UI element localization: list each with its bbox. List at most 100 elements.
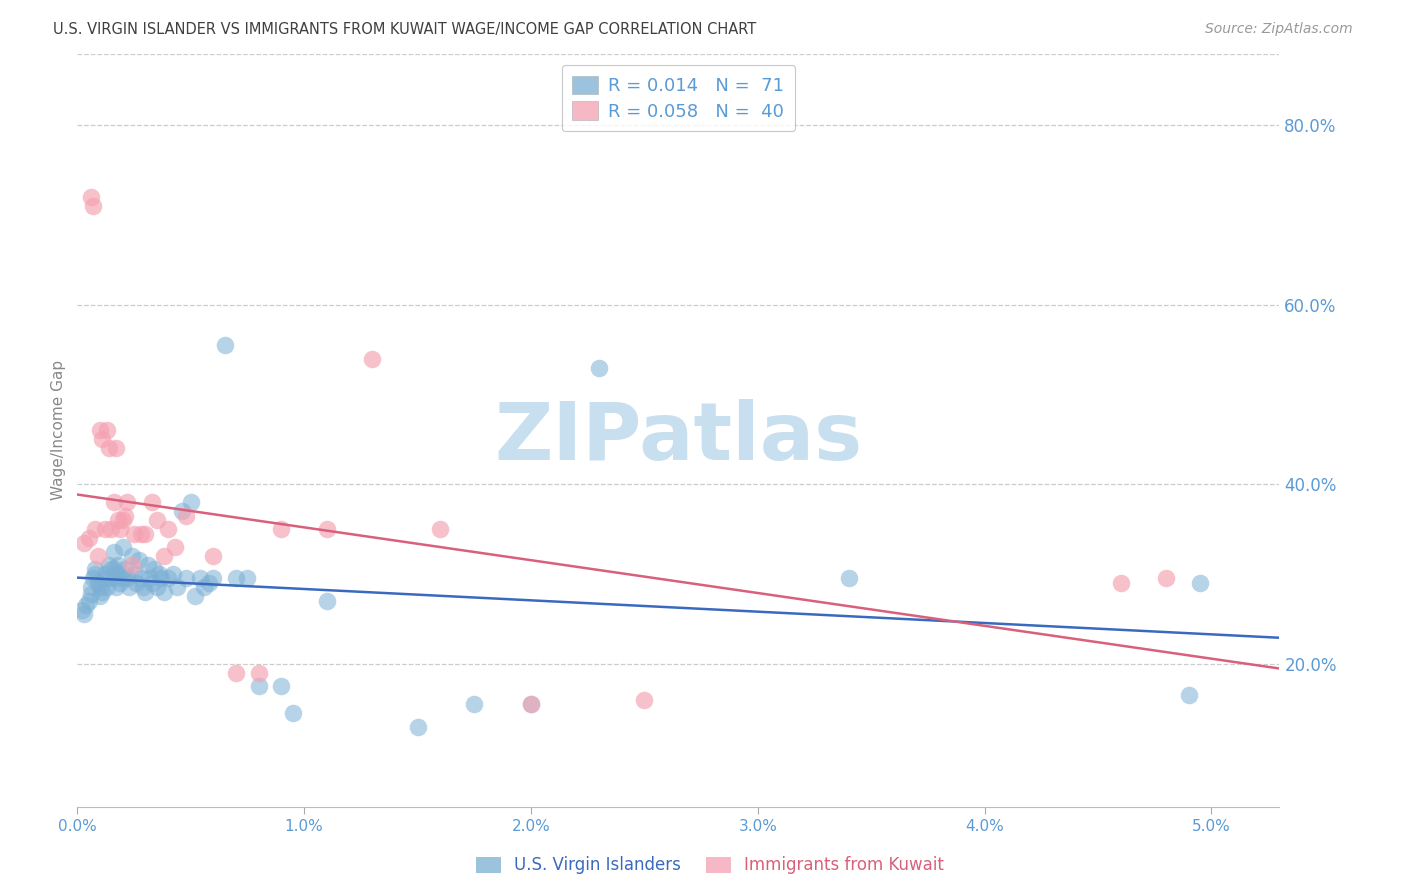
Point (633, 692, 655, 706)
Point (91, 585, 114, 599)
Point (110, 576, 132, 591)
Point (121, 558, 143, 572)
Point (170, 504, 193, 518)
Point (152, 585, 174, 599)
Point (91, 433, 114, 447)
Point (107, 513, 129, 527)
Point (236, 571, 259, 585)
Point (104, 581, 127, 595)
Point (75, 599, 97, 613)
Point (98, 558, 121, 572)
Point (103, 544, 125, 558)
Point (93, 566, 115, 581)
Point (122, 566, 145, 581)
Point (270, 522, 292, 536)
Point (77, 531, 100, 545)
Point (270, 679, 292, 693)
Point (84, 566, 107, 581)
Point (70, 603, 93, 617)
Point (139, 571, 162, 585)
Point (463, 697, 485, 711)
Point (281, 706, 304, 720)
Point (115, 571, 138, 585)
Point (104, 442, 127, 456)
Point (520, 697, 543, 711)
Point (166, 581, 188, 595)
Point (134, 526, 156, 541)
Point (84, 522, 107, 536)
Point (98, 442, 121, 456)
Point (184, 590, 207, 604)
Point (225, 665, 247, 680)
Point (100, 522, 122, 536)
Point (152, 549, 174, 563)
Point (87, 549, 110, 563)
Point (107, 558, 129, 572)
Point (87, 576, 110, 591)
Point (1177, 688, 1199, 702)
Point (128, 553, 150, 567)
Point (82, 571, 104, 585)
Point (96, 581, 118, 595)
Point (82, 199, 104, 213)
Point (315, 522, 337, 536)
Point (588, 360, 610, 375)
Point (100, 571, 122, 585)
Point (225, 571, 247, 585)
Point (111, 571, 134, 585)
Point (96, 424, 118, 438)
Point (1189, 576, 1212, 591)
Point (180, 495, 202, 509)
Point (163, 540, 186, 554)
Point (315, 594, 337, 608)
Point (80, 581, 103, 595)
Point (114, 562, 136, 576)
Text: Source: ZipAtlas.com: Source: ZipAtlas.com (1205, 22, 1353, 37)
Point (125, 576, 148, 591)
Point (429, 522, 451, 536)
Point (73, 607, 96, 622)
Point (93, 522, 115, 536)
Point (157, 522, 180, 536)
Point (162, 566, 184, 581)
Point (202, 571, 225, 585)
Point (134, 585, 156, 599)
Point (77, 594, 100, 608)
Point (104, 571, 127, 585)
Point (145, 581, 167, 595)
Point (80, 587, 103, 601)
Point (141, 576, 163, 591)
Point (114, 508, 136, 523)
Point (143, 562, 166, 576)
Point (145, 513, 167, 527)
Point (103, 495, 125, 509)
Point (150, 571, 173, 585)
Point (1154, 571, 1177, 585)
Point (111, 513, 134, 527)
Point (80, 190, 103, 204)
Legend: R = 0.014   N =  71, R = 0.058   N =  40: R = 0.014 N = 71, R = 0.058 N = 40 (561, 65, 796, 131)
Point (198, 576, 221, 591)
Point (193, 581, 215, 595)
Point (118, 581, 141, 595)
Point (214, 338, 236, 352)
Point (100, 562, 122, 576)
Point (188, 571, 211, 585)
Point (111, 540, 134, 554)
Point (129, 526, 152, 541)
Point (84, 562, 107, 576)
Point (93, 571, 115, 585)
Point (837, 571, 859, 585)
Point (174, 571, 197, 585)
Point (202, 549, 225, 563)
Point (115, 495, 138, 509)
Point (110, 522, 132, 536)
Y-axis label: Wage/Income Gap: Wage/Income Gap (51, 360, 66, 500)
Point (107, 566, 129, 581)
Point (247, 679, 270, 693)
Point (89, 590, 111, 604)
Point (141, 495, 163, 509)
Point (136, 558, 159, 572)
Point (174, 508, 197, 523)
Legend: U.S. Virgin Islanders, Immigrants from Kuwait: U.S. Virgin Islanders, Immigrants from K… (470, 850, 950, 881)
